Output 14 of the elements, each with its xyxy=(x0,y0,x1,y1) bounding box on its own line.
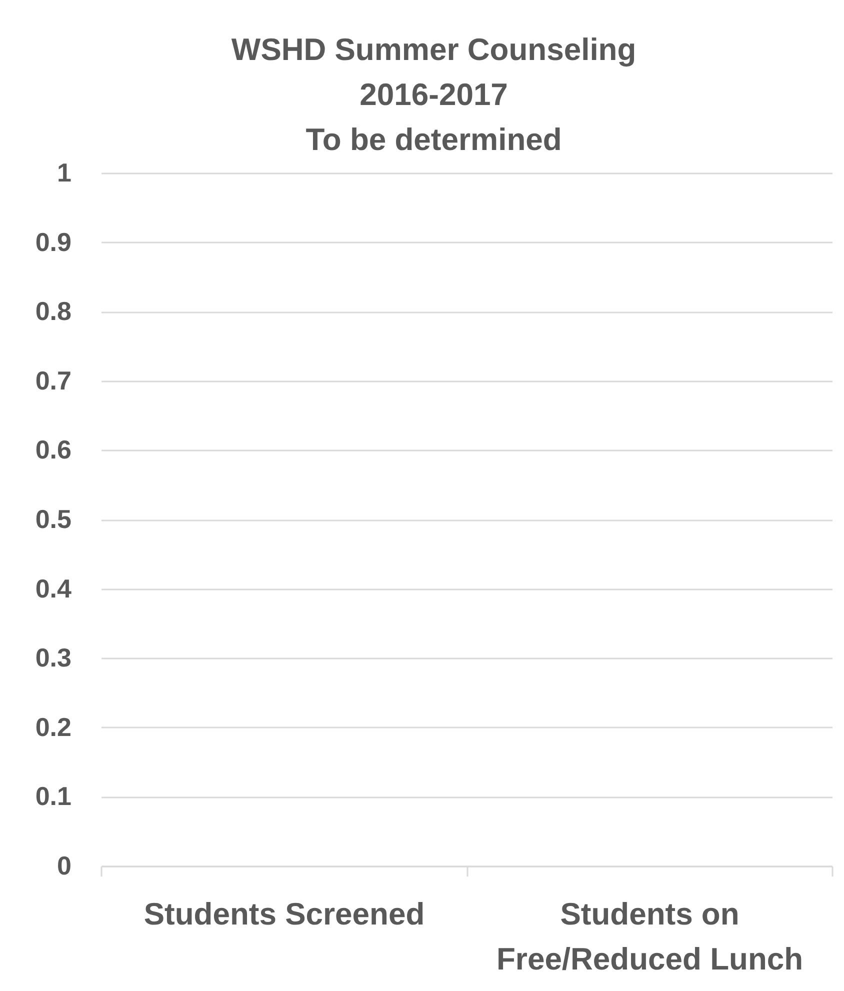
y-tick-label: 0.5 xyxy=(35,504,72,534)
y-tick-label: 0.3 xyxy=(35,642,72,673)
x-tick-label: Students Screened xyxy=(144,896,425,932)
x-tick-label: Students on Free/Reduced Lunch xyxy=(496,896,804,976)
y-tick-label: 0 xyxy=(57,850,72,880)
y-tick-label: 0.4 xyxy=(35,573,72,604)
y-tick-label: 0.7 xyxy=(35,365,72,396)
y-tick-label: 0.8 xyxy=(35,296,72,326)
y-tick-label: 0.6 xyxy=(35,434,72,465)
y-tick-label: 0.1 xyxy=(35,781,72,812)
y-tick-label: 0.9 xyxy=(35,226,72,257)
y-tick-label: 1 xyxy=(57,158,72,188)
y-tick-label: 0.2 xyxy=(35,712,72,742)
chart-title: WSHD Summer Counseling 2016-2017 To be determined xyxy=(231,32,636,157)
